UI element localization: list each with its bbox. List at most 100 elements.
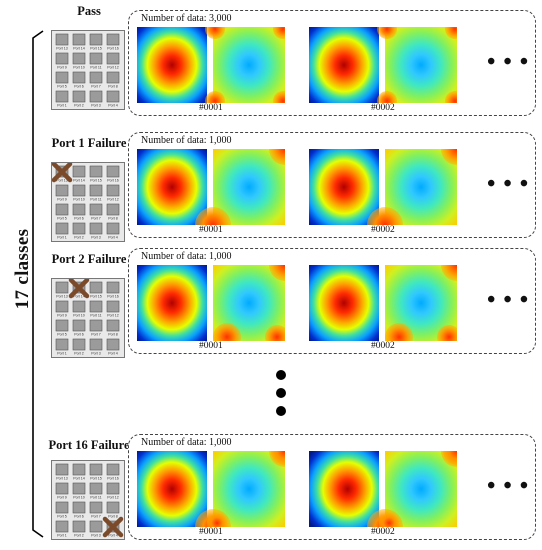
sample-id: #0001 — [199, 103, 223, 113]
port-pad — [106, 501, 120, 514]
sample-id: #0001 — [199, 341, 223, 351]
heatmap-left — [309, 149, 379, 225]
port-pad-label: Port 9 — [57, 66, 67, 70]
port-pad-label: Port 9 — [57, 198, 67, 202]
port-pad-label: Port 10 — [73, 66, 85, 70]
port-grid: Port 13 Port 14 Port 15 Port 16 Port 9 Port 1… — [51, 277, 125, 358]
data-count: Number of data: 1,000 — [141, 135, 232, 146]
hot-spot — [445, 27, 457, 39]
hot-spot — [367, 207, 403, 225]
port-grid-svg: Port 13 Port 14 Port 15 Port 16 Port 9 Port 1… — [55, 463, 124, 538]
port-pad — [89, 319, 103, 332]
sample-id: #0001 — [199, 527, 223, 537]
port-pad-label: Port 12 — [107, 198, 119, 202]
port-pad — [106, 300, 120, 313]
port-pad-label: Port 11 — [90, 314, 101, 318]
heatmap-right — [385, 27, 457, 103]
port-pad — [72, 338, 86, 351]
port-pad — [106, 222, 120, 235]
port-pad-label: Port 15 — [90, 47, 102, 51]
port-pad-label: Port 4 — [108, 352, 118, 356]
port-pad — [72, 319, 86, 332]
hot-spot — [385, 323, 413, 341]
port-pad-label: Port 12 — [107, 66, 119, 70]
data-count: Number of data: 1,000 — [141, 251, 232, 262]
heatmap-left — [137, 451, 207, 527]
port-pad-label: Port 2 — [74, 534, 84, 538]
port-pad — [106, 184, 120, 197]
port-pad — [72, 520, 86, 533]
heatmap-pair-2 — [309, 149, 457, 225]
port-pad — [55, 52, 69, 65]
heatmap-left — [309, 265, 379, 341]
port-pad-label: Port 15 — [90, 179, 102, 183]
hot-spot — [265, 325, 285, 341]
failure-x-icon — [102, 516, 124, 538]
port-pad — [55, 300, 69, 313]
heatmap-pair-1 — [137, 149, 285, 225]
port-pad — [72, 482, 86, 495]
port-pad — [106, 338, 120, 351]
port-grid-svg: Port 13 Port 14 Port 15 Port 16 Port 9 Port 1… — [51, 161, 120, 240]
port-pad — [55, 71, 69, 84]
port-pad-label: Port 1 — [57, 104, 67, 108]
port-pad-label: Port 7 — [91, 515, 101, 519]
more-samples-ellipsis: • • • — [487, 171, 530, 197]
hot-spot — [213, 323, 241, 341]
port-pad-label: Port 4 — [108, 534, 118, 538]
sample-id: #0002 — [371, 225, 395, 235]
port-pad — [55, 203, 69, 216]
heatmap-left — [137, 27, 207, 103]
port-pad — [106, 165, 120, 178]
port-pad — [72, 52, 86, 65]
port-pad-label: Port 6 — [74, 217, 84, 221]
port-pad-label: Port 5 — [57, 515, 67, 519]
port-pad — [106, 52, 120, 65]
heatmap-left — [137, 265, 207, 341]
port-pad — [106, 482, 120, 495]
class-label: Port 16 Failure — [48, 438, 130, 452]
port-pad — [89, 52, 103, 65]
hot-spot — [379, 513, 399, 527]
port-pad-label: Port 1 — [57, 352, 67, 356]
port-pad-label: Port 7 — [91, 85, 101, 89]
port-pad — [106, 463, 120, 476]
port-pad-label: Port 16 — [107, 477, 119, 481]
hot-spot — [271, 451, 285, 465]
port-pad — [89, 482, 103, 495]
port-pad — [55, 463, 69, 476]
port-pad — [106, 33, 120, 46]
sample-panel: Number of data: 1,000 #0001 #0002 • • • — [128, 248, 536, 354]
sample-id: #0001 — [199, 225, 223, 235]
port-pad-label: Port 5 — [57, 85, 67, 89]
port-pad — [72, 33, 86, 46]
hot-spot — [273, 91, 285, 103]
port-pad-label: Port 4 — [108, 104, 118, 108]
port-pad — [72, 71, 86, 84]
port-pad — [89, 165, 103, 178]
failure-x-icon — [51, 161, 73, 183]
hot-spot — [205, 91, 225, 103]
port-pad-label: Port 15 — [90, 477, 102, 481]
port-pad-label: Port 1 — [57, 236, 67, 240]
port-pad-label: Port 2 — [74, 104, 84, 108]
port-pad-label: Port 8 — [108, 515, 118, 519]
port-grid-svg: Port 13 Port 14 Port 15 Port 16 Port 9 Port 1… — [55, 277, 120, 356]
class-label: Pass — [77, 4, 101, 18]
port-pad — [72, 501, 86, 514]
hot-spot — [441, 149, 457, 165]
sample-panel: Number of data: 3,000 #0001 #0002 • • • — [128, 10, 536, 116]
port-pad-label: Port 3 — [91, 104, 101, 108]
port-grid: Port 13 Port 14 Port 15 Port 16 Port 9 Port 1… — [51, 460, 125, 540]
sample-id: #0002 — [371, 527, 395, 537]
port-pad — [106, 71, 120, 84]
port-pad-label: Port 11 — [90, 66, 101, 70]
port-pad-label: Port 13 — [56, 477, 68, 481]
port-pad — [89, 300, 103, 313]
hot-spot — [195, 207, 231, 225]
port-pad — [72, 463, 86, 476]
port-grid: Port 13 Port 14 Port 15 Port 16 Port 9 Port 1… — [51, 30, 125, 110]
port-pad-label: Port 3 — [91, 236, 101, 240]
port-pad-label: Port 12 — [107, 314, 119, 318]
hot-spot — [437, 325, 457, 341]
